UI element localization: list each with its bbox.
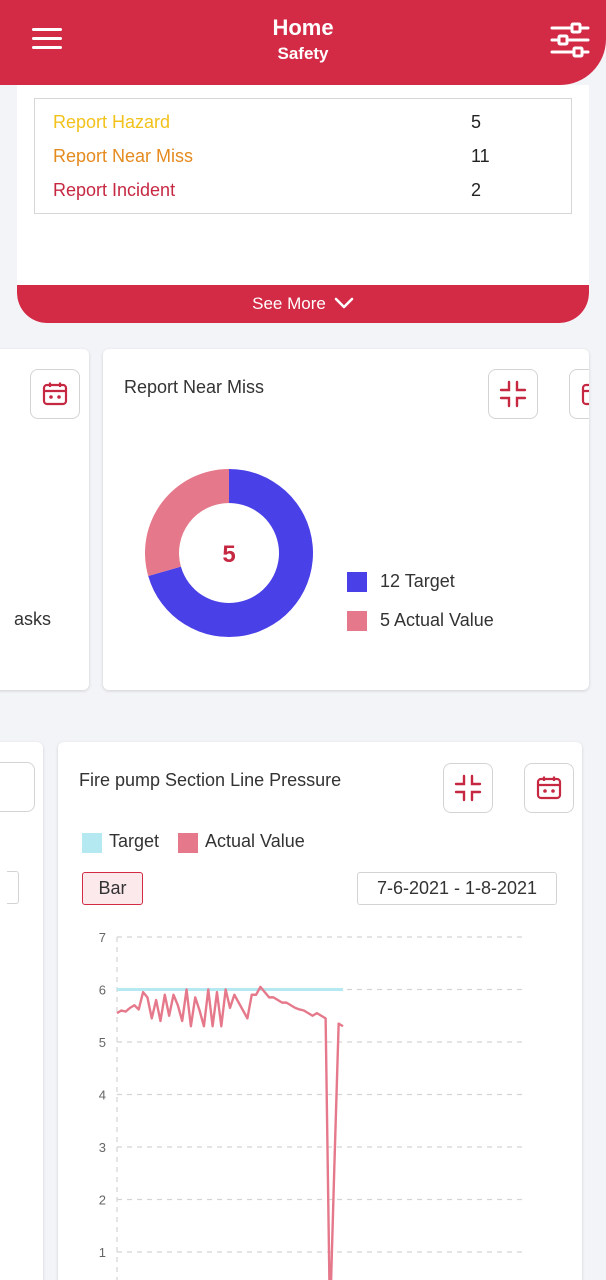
date-range-picker[interactable]: 7-6-2021 - 1-8-2021 [357, 872, 557, 905]
app-header: Home Safety [0, 0, 606, 85]
report-near-miss-count: 11 [471, 146, 490, 166]
legend-actual-label: 5 Actual Value [380, 610, 494, 630]
collapse-icon [499, 380, 527, 408]
legend-actual-swatch [347, 611, 367, 631]
partial-tasks-card: asks [0, 349, 89, 690]
y-tick-label: 2 [99, 1193, 106, 1208]
y-tick-label: 3 [99, 1140, 106, 1155]
donut-slice-target [148, 469, 313, 637]
calendar-button[interactable] [569, 369, 589, 419]
page-subtitle: Safety [277, 44, 329, 63]
calendar-button[interactable] [0, 762, 35, 812]
y-tick-label: 5 [99, 1035, 106, 1050]
see-more-button[interactable]: See More [17, 285, 589, 323]
calendar-button[interactable] [30, 369, 80, 419]
legend-actual-swatch [178, 833, 198, 853]
series-line-actual-value [116, 985, 344, 1280]
legend-target-label: Target [109, 831, 160, 851]
near-miss-donut-chart: 5 [145, 469, 313, 637]
legend-target-label: 12 Target [380, 571, 455, 591]
report-incident-count: 2 [471, 180, 482, 200]
y-tick-label: 6 [99, 983, 106, 998]
pressure-chart-card: Fire pump Section Line Pressure Target A… [58, 742, 582, 1280]
partial-date-field[interactable] [7, 871, 19, 904]
filter-sliders-icon[interactable] [548, 20, 592, 60]
report-hazard-row[interactable]: Report Hazard 5 [53, 108, 531, 138]
y-tick-label: 1 [99, 1245, 106, 1260]
bar-chart-toggle-button[interactable]: Bar [82, 872, 143, 905]
calendar-icon [581, 383, 589, 406]
collapse-icon [454, 774, 482, 802]
partial-left-card-2 [0, 742, 43, 1280]
pressure-chart-title: Fire pump Section Line Pressure [79, 770, 342, 790]
calendar-icon [536, 776, 562, 800]
donut-center-value: 5 [222, 541, 235, 568]
report-hazard-count: 5 [471, 112, 482, 132]
near-miss-chart-title: Report Near Miss [124, 377, 265, 397]
report-summary-card: Report Hazard 5 Report Near Miss 11 Repo… [17, 85, 589, 323]
calendar-button[interactable] [524, 763, 574, 813]
legend-target-swatch [82, 833, 102, 853]
legend-actual-label: Actual Value [205, 831, 305, 851]
near-miss-chart-card: Report Near Miss 5 12 Target 5 Actual Va… [103, 349, 589, 690]
report-incident-row[interactable]: Report Incident 2 [53, 176, 531, 206]
y-tick-label: 4 [99, 1088, 106, 1103]
report-list: Report Hazard 5 Report Near Miss 11 Repo… [34, 98, 572, 214]
collapse-button[interactable] [488, 369, 538, 419]
y-tick-label: 7 [99, 930, 106, 945]
legend-target-swatch [347, 572, 367, 592]
donut-slice-actual-value [145, 469, 229, 576]
pressure-line-chart: 1 2 3 4 5 6 7 [99, 930, 525, 1280]
report-near-miss-label: Report Near Miss [53, 146, 194, 166]
calendar-icon [42, 382, 68, 406]
menu-icon[interactable] [28, 24, 66, 54]
collapse-button[interactable] [443, 763, 493, 813]
see-more-label: See More [252, 294, 326, 313]
page-title: Home [272, 15, 334, 40]
report-near-miss-row[interactable]: Report Near Miss 11 [53, 142, 531, 172]
report-hazard-label: Report Hazard [53, 112, 171, 132]
chevron-down-icon [334, 297, 354, 309]
report-incident-label: Report Incident [53, 180, 176, 200]
partial-card-label: asks [14, 609, 52, 629]
